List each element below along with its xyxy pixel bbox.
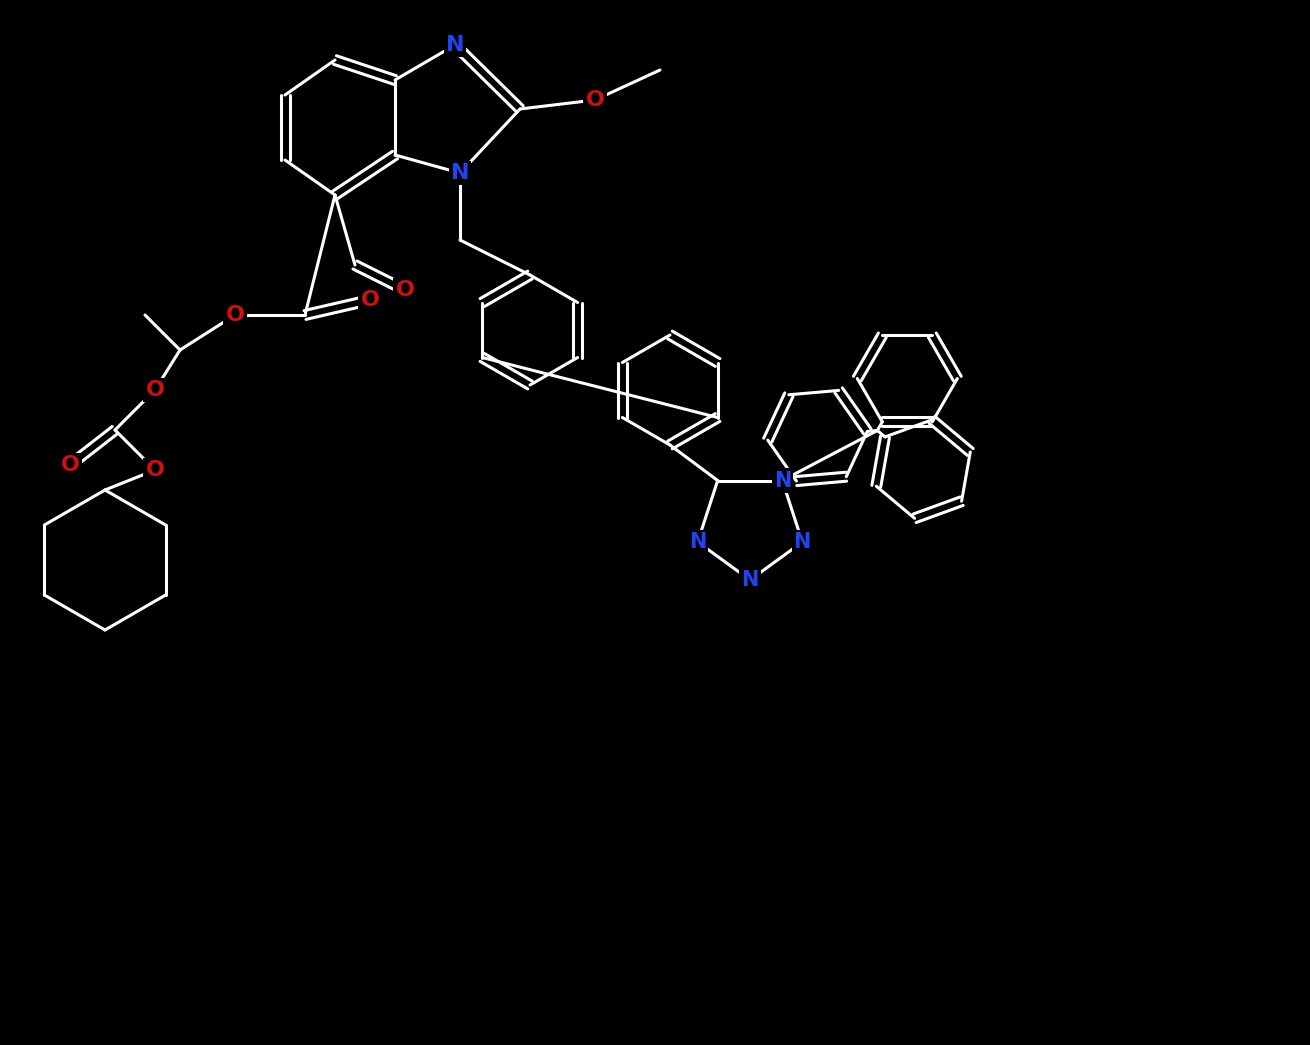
Text: N: N — [794, 532, 811, 552]
Text: N: N — [741, 570, 758, 590]
Text: N: N — [451, 163, 469, 183]
Text: O: O — [586, 90, 604, 110]
Text: O: O — [360, 291, 380, 310]
Text: N: N — [689, 532, 706, 552]
Text: O: O — [60, 455, 80, 475]
Text: O: O — [396, 280, 414, 300]
Text: N: N — [774, 470, 791, 490]
Text: O: O — [145, 460, 165, 480]
Text: O: O — [225, 305, 245, 325]
Text: O: O — [145, 380, 165, 400]
Text: N: N — [445, 34, 464, 55]
